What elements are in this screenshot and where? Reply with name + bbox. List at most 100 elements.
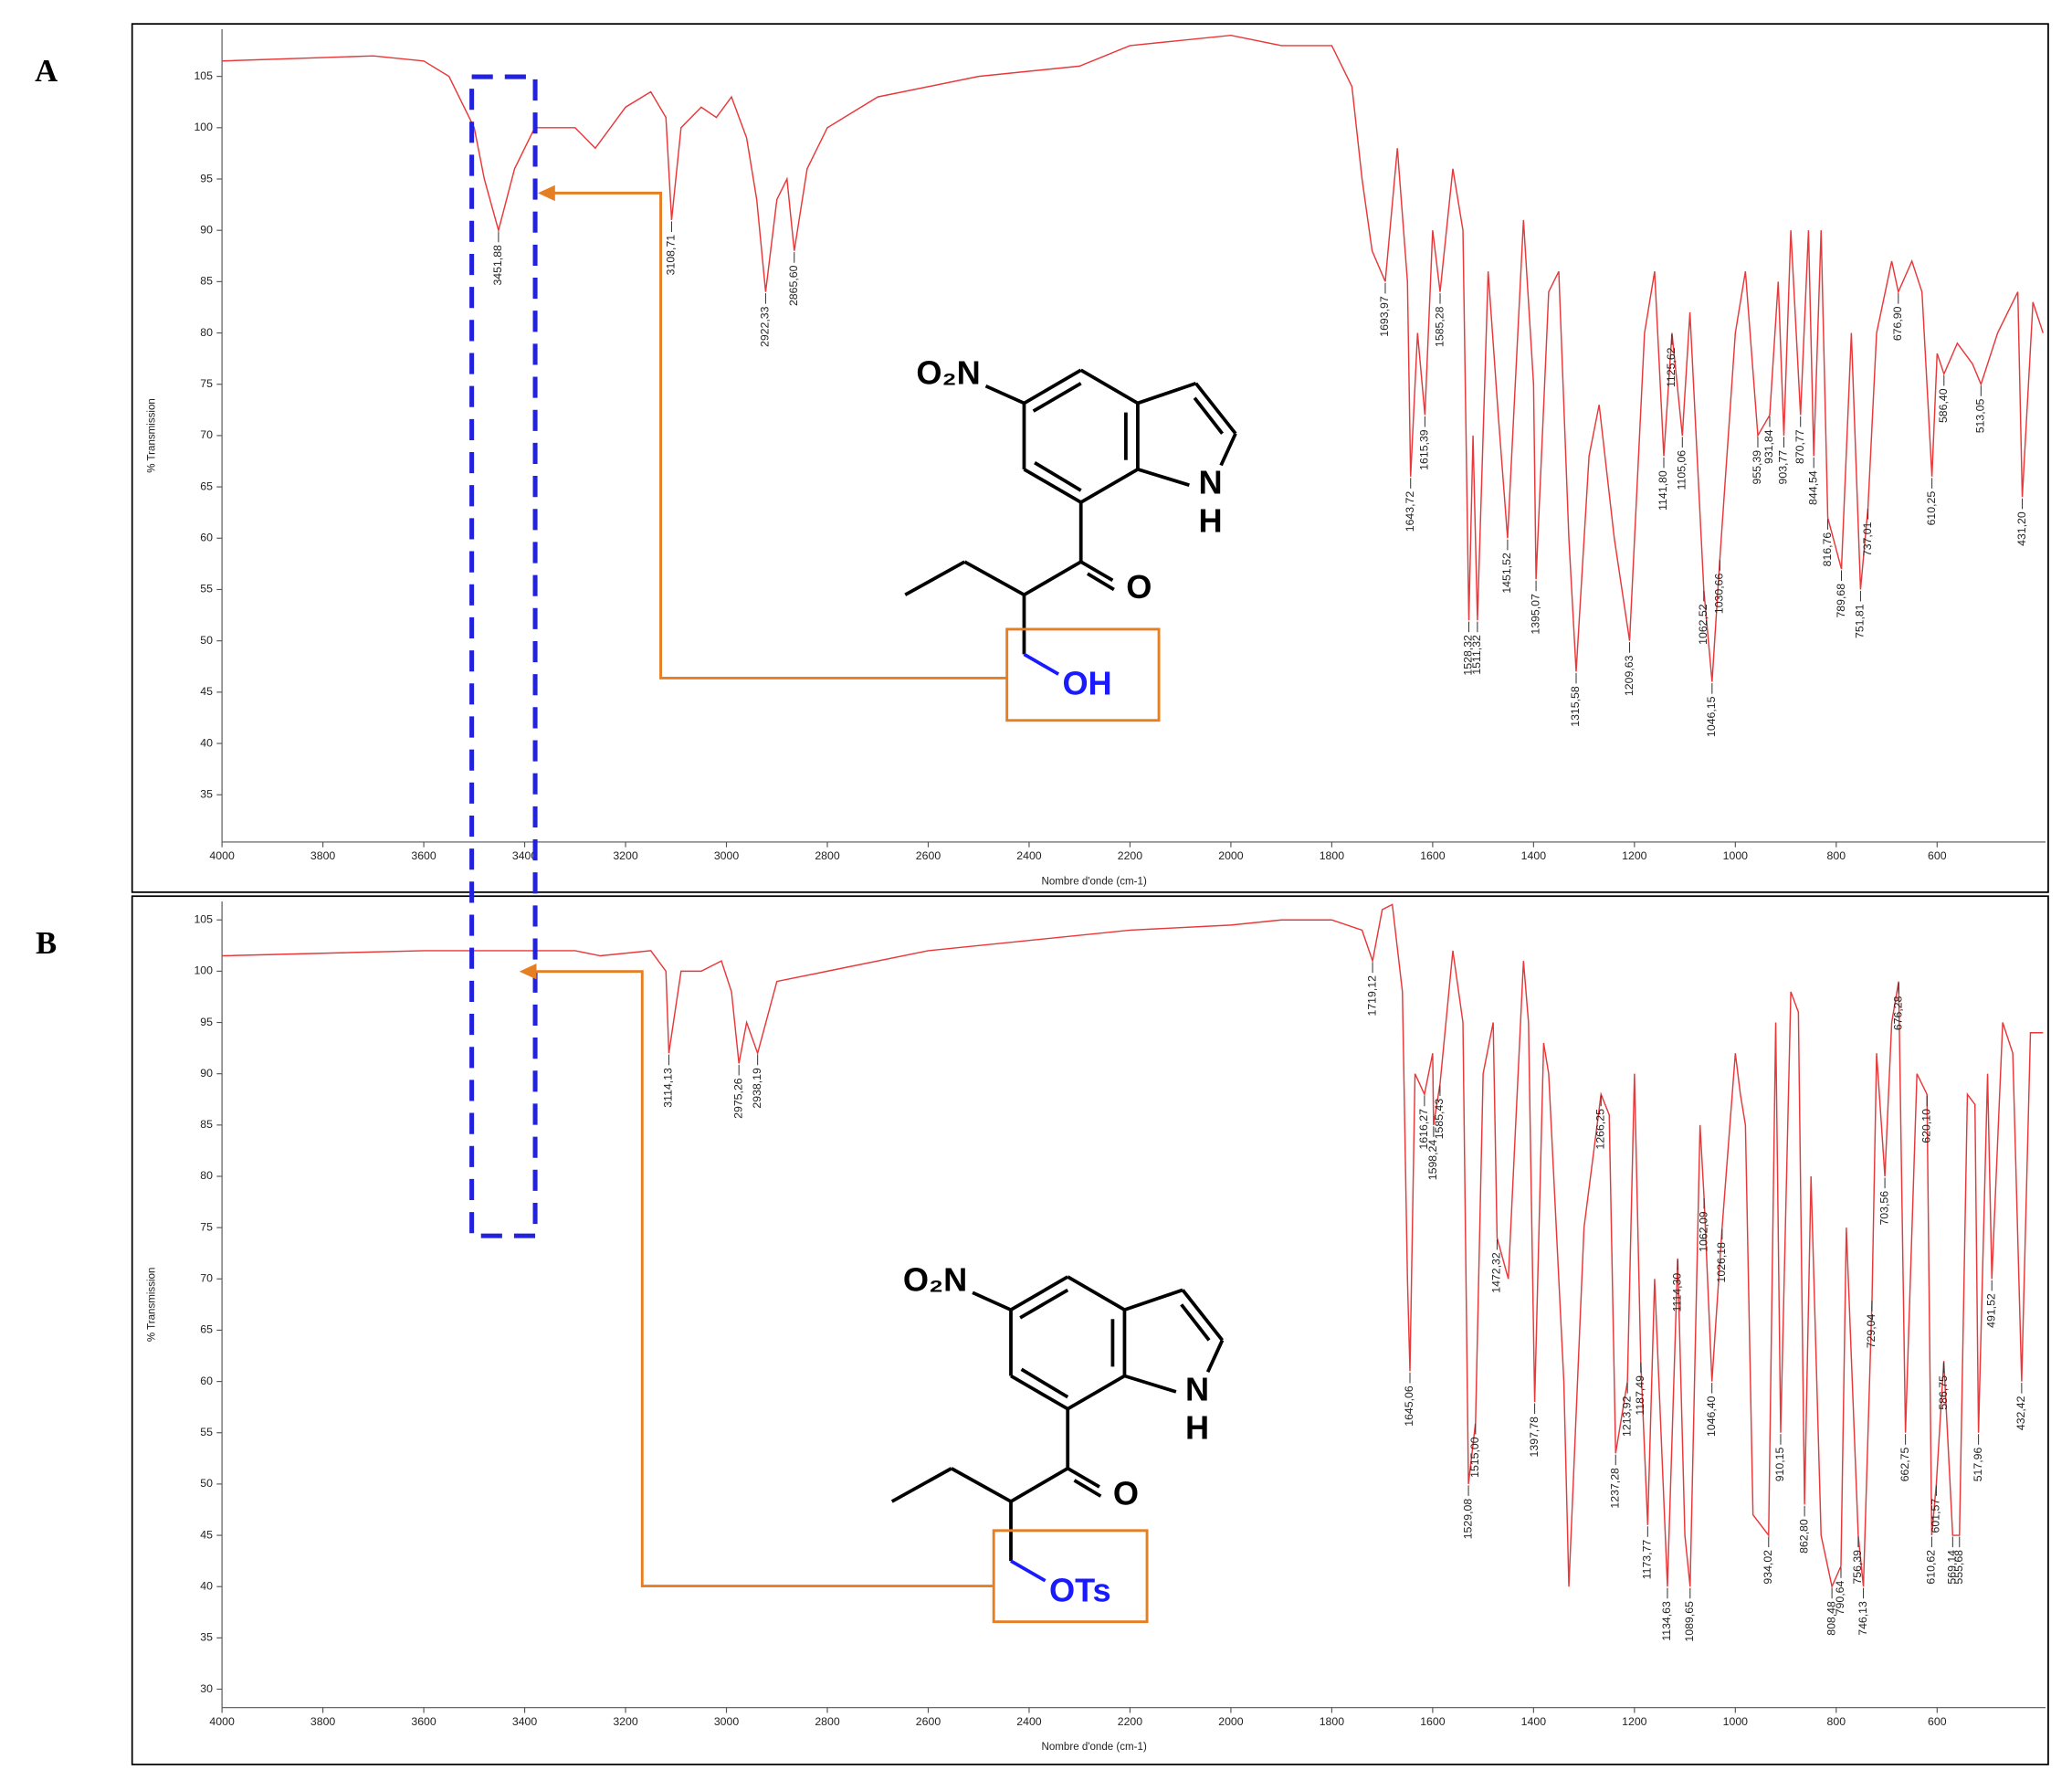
arrow-head: [519, 964, 537, 980]
peak-label: 3114,13: [662, 1068, 675, 1108]
arrow-head: [537, 184, 555, 202]
peak-label: 1030,66: [1713, 574, 1726, 615]
peak-label: 676,90: [1891, 306, 1904, 341]
panel-frame: [131, 895, 2049, 1765]
x-axis-label: Nombre d'onde (cm-1): [1042, 876, 1147, 887]
peak-label: 569,14: [1946, 1550, 1959, 1585]
spectrum-line: [222, 34, 2044, 682]
bond: [972, 1291, 1012, 1312]
bond: [904, 560, 966, 596]
y-axis-label: % Transmission: [146, 398, 157, 473]
peak-label: 1266,25: [1594, 1109, 1607, 1150]
x-tick-label: 2000: [1218, 849, 1244, 862]
peak-label: 1125,62: [1665, 347, 1678, 387]
atom-label: N: [1185, 1370, 1209, 1407]
peak-label: 1397,78: [1528, 1417, 1541, 1458]
bond: [1137, 381, 1197, 406]
bond: [1079, 560, 1114, 582]
arrow: [535, 970, 994, 1588]
x-tick-label: 3200: [613, 1715, 638, 1728]
peak-label: 1615,39: [1418, 429, 1431, 470]
bond: [1010, 1559, 1047, 1583]
x-tick-label: 4000: [209, 849, 235, 862]
x-tick-label: 600: [1928, 1715, 1947, 1728]
bond: [1010, 1374, 1069, 1411]
x-tick-label: 2600: [916, 1715, 941, 1728]
panel: B 30 35 40 45 50 55 60 65 70 75 80 85 90 95 100 105 4000 3…: [36, 895, 2049, 1765]
peak-label: 844,54: [1806, 470, 1819, 505]
y-tick-label: 100: [194, 964, 213, 977]
peak-label: 789,68: [1835, 584, 1847, 618]
bond: [963, 560, 1025, 596]
arrow: [552, 191, 1007, 680]
x-tick-label: 1400: [1521, 1715, 1547, 1728]
atom-label: H: [1198, 502, 1222, 540]
highlight-box: [469, 74, 538, 1238]
bond: [1123, 1288, 1183, 1312]
bond: [1019, 1288, 1069, 1320]
peak-label: 513,05: [1974, 399, 1987, 434]
x-tick-label: 3800: [310, 849, 336, 862]
peak-label: 1693,97: [1378, 296, 1391, 337]
x-tick-label: 2400: [1016, 1715, 1042, 1728]
x-tick-label: 1000: [1723, 849, 1749, 862]
bond: [1181, 1289, 1225, 1342]
x-tick-label: 3000: [714, 849, 740, 862]
y-tick-label: 30: [200, 1682, 213, 1695]
atom-label: O₂N: [916, 354, 980, 392]
y-tick-label: 60: [200, 532, 213, 544]
y-tick-label: 50: [200, 1477, 213, 1490]
atom-label: N: [1198, 464, 1222, 501]
y-tick-label: 95: [200, 1016, 213, 1028]
x-tick-label: 1800: [1320, 849, 1345, 862]
bond: [1073, 1479, 1102, 1498]
y-tick-label: 55: [200, 1426, 213, 1438]
atom-label: O₂N: [903, 1260, 967, 1298]
y-tick-label: 45: [200, 685, 213, 698]
y-tick-label: 75: [200, 1220, 213, 1233]
bond: [1079, 468, 1139, 504]
bond: [950, 1467, 1012, 1503]
peak-label: 729,04: [1865, 1314, 1877, 1349]
panel-frame: [131, 23, 2049, 893]
x-tick-label: 2800: [815, 849, 840, 862]
bond: [1023, 468, 1082, 504]
peak-label: 1209,63: [1623, 655, 1636, 696]
x-tick-label: 1600: [1420, 849, 1446, 862]
peak-label: 1515,00: [1468, 1437, 1481, 1478]
y-tick-label: 105: [194, 912, 213, 925]
peak-label: 620,10: [1919, 1109, 1932, 1143]
peak-label: 1472,32: [1490, 1252, 1503, 1293]
peak-label: 1616,27: [1417, 1109, 1430, 1150]
x-tick-label: 1000: [1723, 1715, 1749, 1728]
bond: [1020, 1367, 1069, 1399]
peak-label: 1114,30: [1670, 1273, 1683, 1312]
x-tick-label: 2200: [1118, 849, 1143, 862]
atom-label: O: [1126, 568, 1152, 606]
bond: [1219, 432, 1237, 467]
bond: [1010, 1275, 1069, 1312]
bond: [1067, 1275, 1126, 1312]
peak-label: 816,76: [1821, 532, 1834, 567]
bond: [984, 384, 1025, 406]
group-box: [992, 1529, 1149, 1624]
x-tick-label: 2600: [916, 849, 941, 862]
bond: [1067, 1467, 1100, 1489]
peak-label: 610,25: [1925, 491, 1938, 526]
peak-label: 2865,60: [787, 265, 800, 306]
y-tick-label: 35: [200, 787, 213, 800]
bond: [1194, 382, 1237, 435]
peak-label: 3451,88: [491, 245, 504, 286]
x-tick-label: 3400: [512, 1715, 538, 1728]
x-tick-label: 3000: [714, 1715, 740, 1728]
peak-label: 1062,52: [1697, 604, 1709, 645]
x-tick-label: 1200: [1622, 1715, 1647, 1728]
y-tick-label: 55: [200, 583, 213, 595]
peak-label: 1511,32: [1470, 635, 1483, 675]
peak-label: 1585,28: [1433, 306, 1446, 347]
peak-label: 491,52: [1984, 1293, 1997, 1328]
group-label: OH: [1062, 665, 1111, 702]
bond: [1086, 572, 1115, 592]
peak-label: 955,39: [1751, 450, 1763, 485]
